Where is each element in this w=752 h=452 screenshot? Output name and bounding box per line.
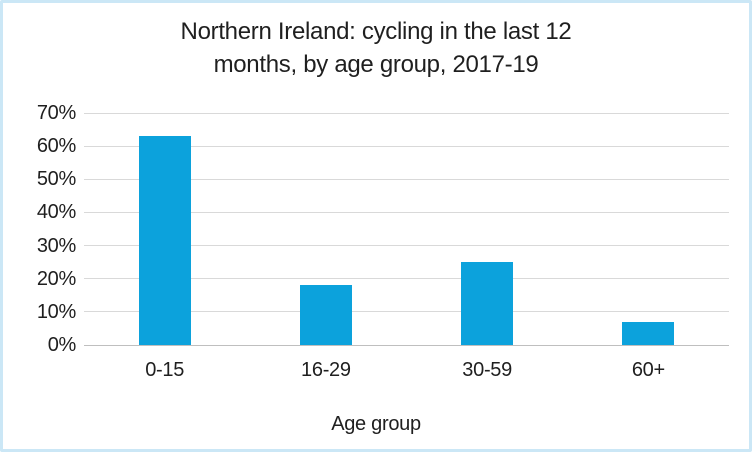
x-axis-title: Age group (331, 413, 421, 435)
x-axis-line (84, 344, 729, 346)
y-tick-label: 20% (36, 267, 76, 290)
gridline (84, 211, 729, 213)
y-tick-label: 10% (36, 300, 76, 323)
bar-0-15 (138, 136, 191, 345)
bar-60+ (622, 321, 675, 345)
y-tick-label: 70% (36, 102, 76, 124)
x-tick-label: 0-15 (145, 359, 185, 381)
bar-16-29 (299, 285, 352, 345)
gridline (84, 112, 729, 114)
x-tick-label: 60+ (631, 359, 665, 381)
gridline (84, 311, 729, 313)
x-tick-label: 16-29 (301, 359, 351, 381)
y-tick-label: 60% (36, 135, 76, 158)
bar-30-59 (461, 262, 514, 345)
chart-title-line1: Northern Ireland: cycling in the last 12 (180, 18, 572, 45)
chart-title-line2: months, by age group, 2017-19 (213, 51, 539, 78)
y-tick-label: 50% (36, 168, 76, 191)
y-tick-label: 0% (47, 334, 77, 356)
gridline (84, 245, 729, 247)
gridline (84, 145, 729, 147)
y-tick-label: 30% (36, 234, 76, 257)
gridline (84, 178, 729, 180)
y-tick-label: 40% (36, 201, 76, 224)
chart-title: Northern Ireland: cycling in the last 12… (0, 15, 752, 81)
gridline (84, 278, 729, 280)
x-tick-label: 30-59 (462, 359, 512, 381)
